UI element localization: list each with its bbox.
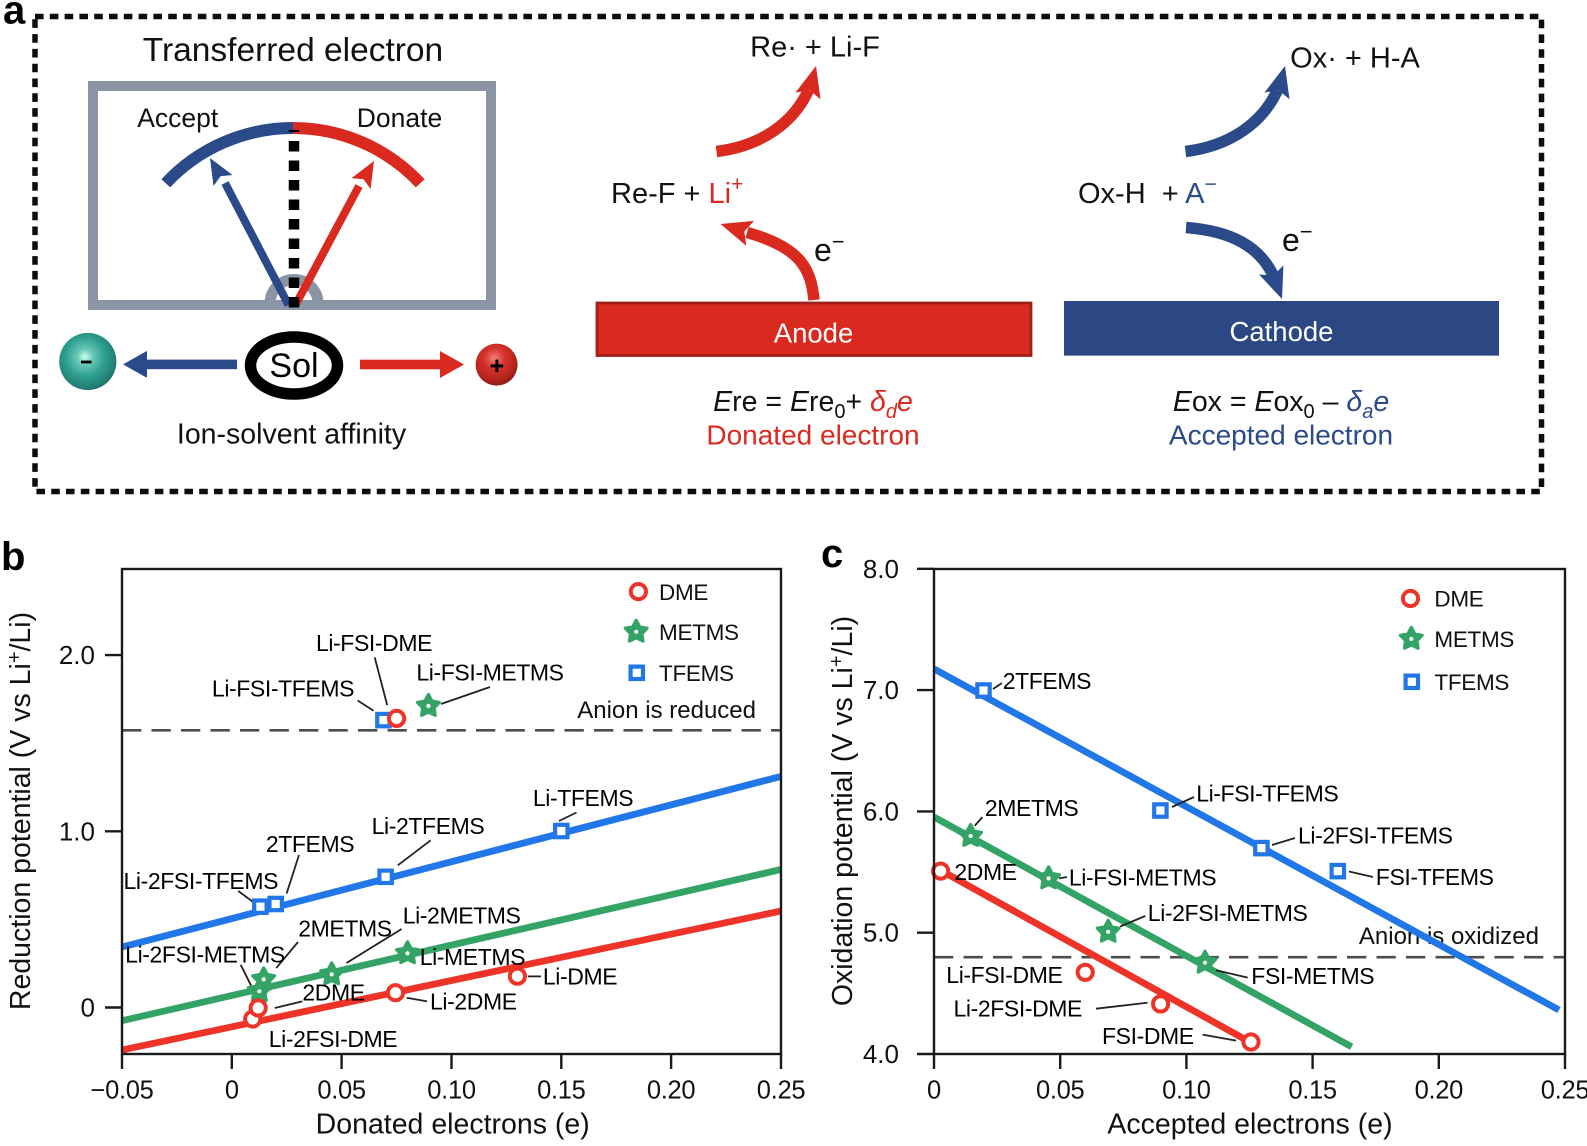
svg-text:b: b: [1, 535, 25, 579]
svg-text:Ox· + H-A: Ox· + H-A: [1290, 43, 1420, 75]
svg-text:Li-2METMS: Li-2METMS: [403, 903, 521, 929]
svg-text:0: 0: [927, 1077, 941, 1105]
svg-text:2METMS: 2METMS: [985, 795, 1079, 821]
svg-text:Li-FSI-METMS: Li-FSI-METMS: [416, 660, 563, 686]
svg-text:8.0: 8.0: [863, 554, 899, 584]
svg-text:Reduction potential (V vs Li+/: Reduction potential (V vs Li+/Li): [4, 612, 37, 1010]
svg-text:Li-FSI-TFEMS: Li-FSI-TFEMS: [212, 676, 354, 702]
svg-text:0.15: 0.15: [1288, 1077, 1337, 1105]
svg-text:TFEMS: TFEMS: [659, 661, 734, 686]
svg-text:Ox-H + A−: Ox-H + A−: [1078, 173, 1217, 210]
svg-text:Eox = Eox0 – δae: Eox = Eox0 – δae: [1173, 386, 1389, 423]
svg-text:FSI-METMS: FSI-METMS: [1251, 963, 1374, 989]
svg-text:0.10: 0.10: [427, 1077, 476, 1105]
svg-text:Anion is oxidized: Anion is oxidized: [1359, 923, 1539, 950]
svg-text:FSI-DME: FSI-DME: [1102, 1023, 1194, 1049]
svg-text:c: c: [821, 532, 843, 576]
svg-text:Transferred electron: Transferred electron: [143, 32, 443, 69]
svg-text:0.15: 0.15: [537, 1077, 586, 1105]
svg-text:DME: DME: [1434, 587, 1483, 612]
svg-text:Li-METMS: Li-METMS: [420, 944, 525, 970]
svg-text:0.25: 0.25: [757, 1077, 806, 1105]
svg-text:Li-2TFEMS: Li-2TFEMS: [372, 813, 485, 839]
svg-text:0.20: 0.20: [647, 1077, 696, 1105]
svg-text:Donated electrons (e): Donated electrons (e): [316, 1109, 590, 1141]
svg-text:Anion is reduced: Anion is reduced: [577, 697, 756, 724]
svg-text:5.0: 5.0: [863, 918, 899, 948]
svg-text:0: 0: [81, 993, 95, 1023]
svg-text:Li-2FSI-METMS: Li-2FSI-METMS: [125, 942, 285, 968]
svg-text:e−: e−: [814, 229, 845, 268]
svg-text:−0.05: −0.05: [90, 1077, 153, 1105]
svg-text:0.05: 0.05: [1036, 1077, 1085, 1105]
svg-text:2.0: 2.0: [59, 640, 95, 670]
svg-text:Re· + Li-F: Re· + Li-F: [750, 32, 880, 64]
svg-text:FSI-TFEMS: FSI-TFEMS: [1376, 864, 1494, 890]
svg-text:4.0: 4.0: [863, 1039, 899, 1069]
svg-text:2DME: 2DME: [954, 859, 1016, 885]
svg-text:0: 0: [225, 1077, 239, 1105]
svg-text:Li-2FSI-DME: Li-2FSI-DME: [269, 1026, 398, 1052]
svg-text:Anode: Anode: [774, 318, 854, 349]
svg-text:Li-FSI-TFEMS: Li-FSI-TFEMS: [1196, 780, 1338, 806]
svg-text:Ere = Ere0+ δde: Ere = Ere0+ δde: [713, 386, 913, 423]
svg-text:0.05: 0.05: [317, 1077, 366, 1105]
svg-text:Li-2FSI-TFEMS: Li-2FSI-TFEMS: [1298, 823, 1453, 849]
svg-text:2TFEMS: 2TFEMS: [266, 831, 354, 857]
svg-text:TFEMS: TFEMS: [1434, 670, 1509, 695]
svg-text:2METMS: 2METMS: [298, 916, 392, 942]
svg-text:Li-2DME: Li-2DME: [430, 988, 517, 1014]
svg-text:Accepted electron: Accepted electron: [1169, 420, 1393, 451]
svg-text:METMS: METMS: [1434, 627, 1514, 652]
svg-text:Li-FSI-DME: Li-FSI-DME: [946, 962, 1062, 988]
svg-text:Accept: Accept: [137, 103, 219, 133]
svg-text:Li-2FSI-DME: Li-2FSI-DME: [954, 995, 1083, 1021]
svg-text:2TFEMS: 2TFEMS: [1003, 668, 1091, 694]
svg-text:Donate: Donate: [357, 103, 442, 133]
svg-text:Ion-solvent affinity: Ion-solvent affinity: [177, 419, 407, 451]
svg-text:2DME: 2DME: [302, 980, 364, 1006]
svg-text:0.20: 0.20: [1415, 1077, 1464, 1105]
svg-text:7.0: 7.0: [863, 675, 899, 705]
svg-text:DME: DME: [659, 580, 708, 605]
svg-text:0.10: 0.10: [1162, 1077, 1211, 1105]
svg-text:Li-2FSI-TFEMS: Li-2FSI-TFEMS: [124, 868, 279, 894]
svg-text:1.0: 1.0: [59, 816, 95, 846]
svg-text:Donated electron: Donated electron: [706, 420, 919, 451]
svg-text:a: a: [3, 0, 26, 33]
svg-text:Cathode: Cathode: [1230, 316, 1334, 347]
svg-text:Oxidation potential (V vs Li+/: Oxidation potential (V vs Li+/Li): [826, 616, 859, 1006]
svg-text:Li-2FSI-METMS: Li-2FSI-METMS: [1148, 900, 1308, 926]
svg-text:Accepted electrons (e): Accepted electrons (e): [1107, 1109, 1392, 1141]
svg-text:METMS: METMS: [659, 620, 739, 645]
svg-text:0.25: 0.25: [1541, 1077, 1587, 1105]
svg-text:Re-F + Li+: Re-F + Li+: [611, 173, 743, 210]
svg-text:Li-FSI-DME: Li-FSI-DME: [316, 630, 432, 656]
svg-text:Li-DME: Li-DME: [543, 963, 617, 989]
svg-text:6.0: 6.0: [863, 796, 899, 826]
svg-text:Li-FSI-METMS: Li-FSI-METMS: [1069, 864, 1216, 890]
svg-text:Li-TFEMS: Li-TFEMS: [533, 785, 633, 811]
svg-text:Sol: Sol: [269, 347, 318, 385]
